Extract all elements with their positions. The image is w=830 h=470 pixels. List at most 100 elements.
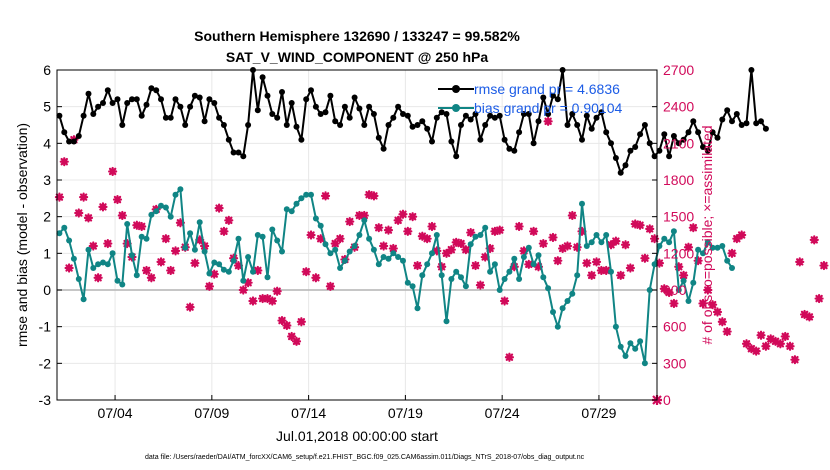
bias-point [162,204,169,211]
rmse-point [738,122,745,128]
obs-point [132,220,142,230]
rmse-point [569,111,576,117]
rmse-point [191,92,198,99]
bias-point [535,252,542,259]
rmse-point [617,169,624,176]
bias-point [230,257,237,264]
y-tick-label: 1 [43,245,51,261]
obs-point [267,296,277,306]
bias-point [201,248,208,255]
y-tick-label: 2 [43,209,51,225]
bias-series [56,186,735,367]
obs-point [717,317,727,327]
rmse-point [380,145,387,152]
obs-point [364,190,374,200]
rmse-point [274,114,281,121]
obs-point [190,258,200,268]
obs-point [577,226,587,236]
bias-point [467,241,474,248]
bias-point [390,250,397,257]
rmse-point [511,147,518,154]
rmse-point [346,114,353,121]
bias-point [409,283,416,290]
obs-point [238,285,248,295]
rmse-point [540,94,547,101]
rmse-point [574,122,581,128]
obs-point [708,300,718,310]
obs-point [383,225,394,235]
obs-point [635,220,645,230]
bias-point [530,261,537,268]
obs-point [103,238,113,249]
bias-point [695,246,702,253]
rmse-point [124,100,131,106]
obs-point [567,210,577,221]
bias-point [317,222,324,229]
obs-point [761,341,771,351]
obs-point [698,298,708,309]
rmse-point [554,96,561,103]
obs-point [799,309,810,320]
obs-point [253,265,263,276]
rmse-point [487,112,494,119]
bias-point [70,255,77,262]
bias-point [661,235,668,242]
bias-point [685,298,692,304]
obs-point [616,270,626,280]
bias-point [637,338,644,345]
rmse-point [550,92,556,99]
obs-point [490,226,500,236]
rmse-point [622,162,629,169]
obs-point [524,259,534,269]
bias-point [356,232,363,238]
bias-point [700,250,706,257]
bias-point [259,233,266,240]
y2-tick-label: 600 [663,319,687,335]
rmse-point [666,153,673,160]
obs-point [451,237,461,247]
rmse-point [259,74,266,81]
rmse-point [322,109,329,116]
obs-point [214,203,224,213]
obs-point [509,262,519,272]
obs-point [233,260,244,271]
rmse-point [520,111,527,117]
bias-point [675,287,682,293]
bias-point [627,340,634,347]
obs-point [674,262,684,272]
obs-point [780,331,790,342]
rmse-point [516,129,523,136]
rmse-point [375,134,382,141]
bias-point [520,254,527,260]
bias-point [482,224,489,231]
bias-point [109,250,116,257]
rmse-point [312,103,319,110]
rmse-point [506,145,513,152]
y-axis-label: rmse and bias (model - observation) [14,123,30,347]
rmse-point [467,116,474,123]
bias-point [332,246,339,253]
obs-point [548,232,558,243]
rmse-point [704,147,711,154]
rmse-point [220,122,227,128]
obs-point [175,218,185,228]
obs-point [335,234,345,244]
obs-point [659,284,669,294]
obs-point [209,269,219,279]
bias-point [95,261,102,268]
bias-point [250,268,256,275]
bias-point [414,305,421,312]
bias-point [496,287,503,293]
obs-point [727,248,737,258]
rmse-point [583,112,590,119]
bias-point [680,277,687,284]
rmse-point [661,131,668,138]
rmse-point [462,112,469,119]
rmse-point [119,122,126,128]
y2-axis-label: # of obs: o=possible; ×=assimilated [699,125,715,344]
obs-point [804,312,815,322]
bias-point [114,277,121,284]
rmse-point [646,140,653,147]
rmse-point [211,100,218,106]
bias-point [187,230,194,237]
